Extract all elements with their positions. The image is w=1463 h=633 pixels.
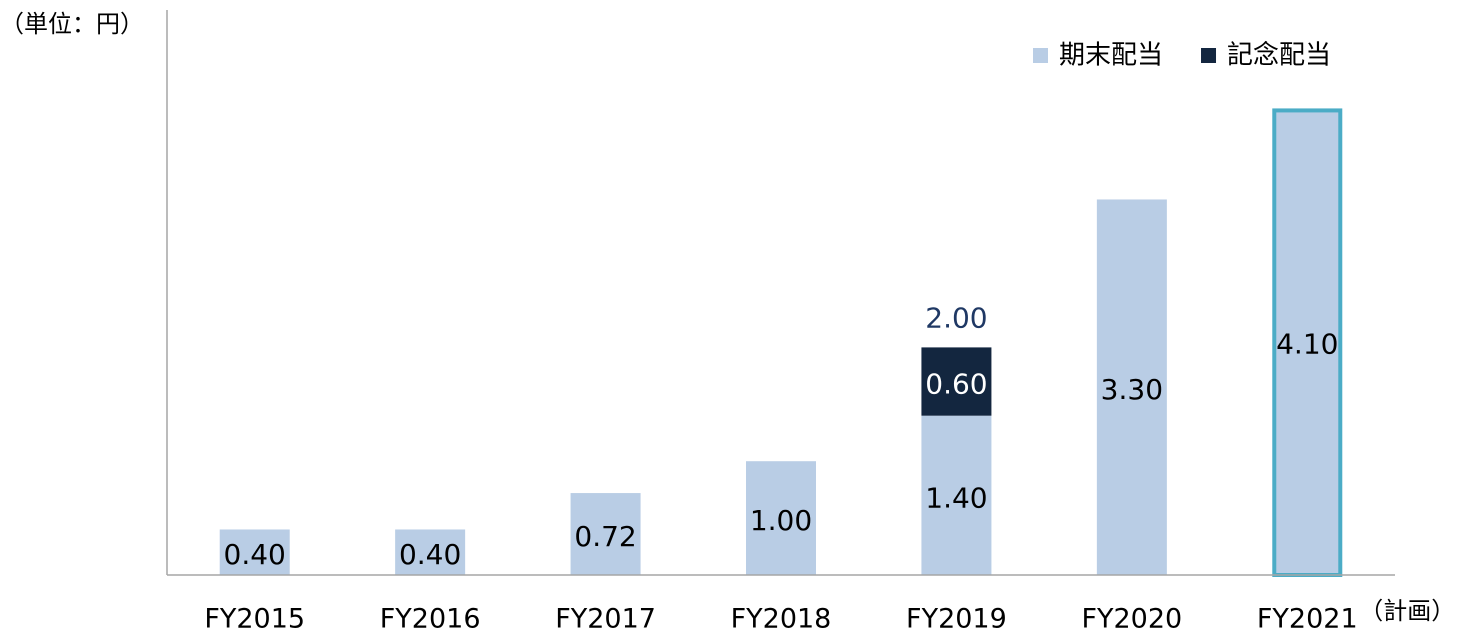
data-label: 0.40 (399, 538, 461, 571)
legend-swatch (1033, 48, 1048, 63)
data-label: 3.30 (1101, 373, 1163, 406)
data-label: 1.00 (750, 504, 812, 537)
bar-segment (1096, 199, 1167, 575)
data-label: 4.10 (1276, 328, 1338, 361)
bar-segment (570, 493, 641, 575)
x-tick-label: FY2021 (1257, 604, 1358, 633)
x-tick-label: FY2020 (1081, 604, 1182, 633)
legend-swatch (1201, 48, 1217, 63)
data-label: 0.72 (574, 520, 636, 553)
x-tick-label: FY2019 (906, 604, 1007, 633)
unit-label: （単位：円） (0, 10, 144, 38)
bar-segment (921, 347, 992, 416)
bar-segment (395, 529, 466, 575)
bar-segment (746, 461, 816, 575)
x-tick-label: FY2016 (380, 604, 481, 633)
category-note: （計画） (1359, 597, 1455, 625)
x-tick-label: FY2015 (204, 604, 305, 633)
legend-label: 期末配当 (1059, 41, 1163, 71)
data-label: 1.40 (925, 481, 987, 514)
bar-segment (219, 529, 290, 575)
data-label: 0.60 (925, 368, 987, 401)
bar-segment (921, 415, 992, 575)
total-label: 2.00 (925, 301, 987, 334)
data-label: 0.40 (224, 538, 286, 571)
legend-label: 記念配当 (1227, 41, 1331, 71)
x-tick-label: FY2018 (731, 604, 832, 633)
x-tick-label: FY2017 (555, 604, 656, 633)
